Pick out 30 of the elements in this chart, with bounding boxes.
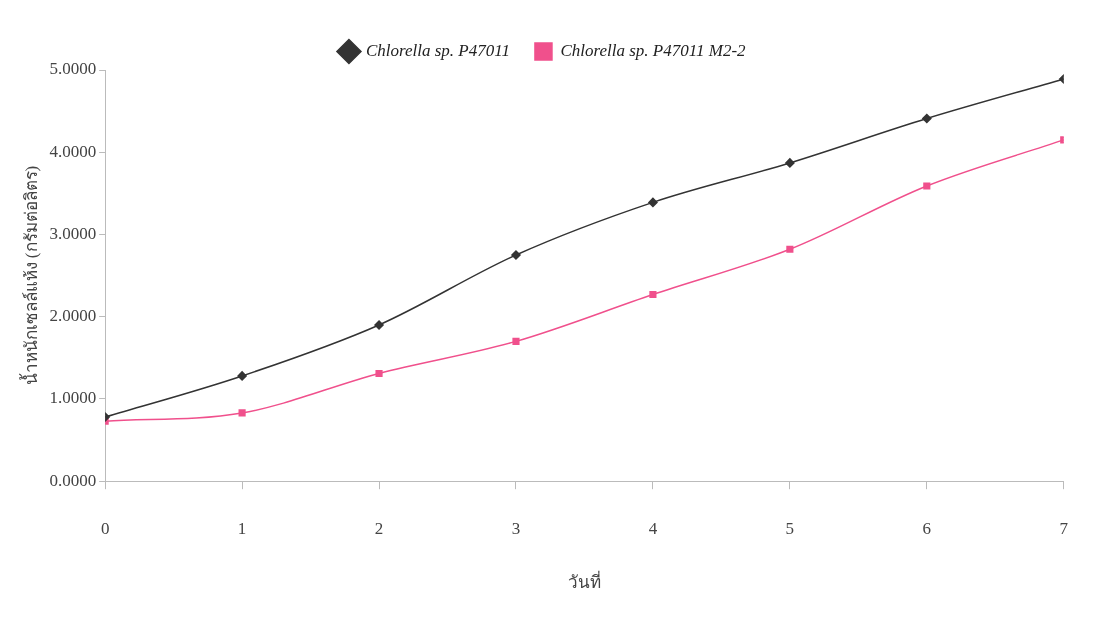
x-tick-label: 7 [1059, 518, 1069, 538]
y-tick-label: 3.0000 [49, 223, 97, 243]
x-tick-label: 6 [922, 518, 932, 538]
point [237, 371, 247, 381]
x-tick-label: 3 [511, 518, 521, 538]
x-tick-label: 2 [374, 518, 384, 538]
point [923, 182, 931, 190]
x-tick-label: 5 [785, 518, 795, 538]
y-axis-title: น้ำหนักเซลล์แห้ง (กรัมต่อลิตร) [18, 165, 41, 386]
x-tick-label: 1 [237, 518, 247, 538]
y-tick-label: 1.0000 [49, 388, 97, 408]
y-tick-label: 0.0000 [49, 470, 97, 490]
x-tick-label: 0 [100, 518, 110, 538]
x-tick-label: 4 [648, 518, 658, 538]
point [374, 320, 384, 330]
y-tick-label: 5.0000 [49, 59, 97, 79]
point [375, 369, 383, 378]
point [238, 409, 246, 417]
point [648, 197, 658, 208]
point [786, 245, 794, 253]
point [512, 337, 520, 345]
point [922, 113, 932, 124]
x-axis-title: วันที่ [567, 570, 601, 593]
y-tick-label: 4.0000 [49, 141, 97, 161]
point [511, 250, 521, 260]
point [785, 158, 795, 168]
legend-label: Chlorella sp. P47011 [365, 40, 510, 60]
point [649, 290, 657, 299]
y-tick-label: 2.0000 [49, 306, 97, 326]
legend-label: Chlorella sp. P47011 M2-2 [560, 40, 747, 60]
